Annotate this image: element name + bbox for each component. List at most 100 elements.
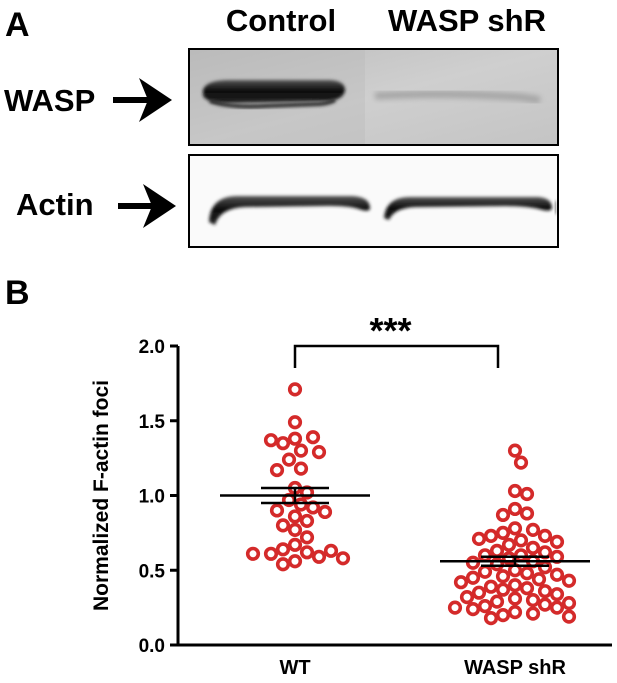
data-point (501, 537, 517, 552)
data-point (495, 569, 511, 584)
data-point (263, 433, 279, 448)
data-point (507, 443, 523, 458)
dot-plot: 0.0 0.5 1.0 1.5 2.0 Normalized F-actin foci WT… (90, 310, 612, 679)
data-point (513, 548, 529, 563)
data-point (507, 591, 523, 606)
data-point (507, 521, 523, 536)
data-point (525, 606, 541, 621)
data-point (447, 600, 463, 615)
blot-label-actin: Actin (16, 187, 94, 222)
data-point (459, 590, 475, 605)
y-tick-label: 0.5 (139, 561, 166, 582)
wasp-band-control (203, 80, 345, 104)
data-point (525, 540, 541, 555)
data-point (513, 533, 529, 548)
data-point (477, 548, 493, 563)
data-point (293, 497, 309, 512)
data-point (311, 445, 327, 460)
lane-label-wasp-shr: WASP shR (388, 3, 546, 38)
data-point (477, 599, 493, 614)
data-point (465, 602, 481, 617)
data-point (525, 593, 541, 608)
data-point (335, 551, 351, 566)
actin-band-shr (384, 197, 552, 220)
data-point (519, 566, 535, 581)
data-point (495, 507, 511, 523)
data-point (293, 461, 309, 476)
data-point (561, 596, 577, 611)
data-point (507, 501, 523, 517)
data-point (245, 546, 261, 561)
data-point (299, 530, 315, 545)
y-axis-label: Normalized F-actin foci (90, 380, 113, 611)
data-point (495, 525, 511, 540)
data-point (323, 543, 339, 558)
data-point (537, 528, 553, 543)
data-point (293, 443, 309, 458)
data-point (549, 567, 565, 582)
data-point (525, 522, 541, 537)
data-point (275, 542, 291, 557)
data-point (465, 570, 481, 585)
x-tick-label: WASP shR (464, 657, 566, 679)
data-point (471, 585, 487, 600)
actin-band-control (209, 196, 370, 225)
data-point (507, 483, 523, 499)
data-point (317, 504, 333, 520)
data-point (519, 486, 535, 502)
data-point (537, 560, 553, 575)
lane-label-control: Control (226, 3, 336, 38)
data-point (537, 597, 553, 612)
data-point (299, 545, 315, 560)
data-point (495, 607, 511, 623)
data-point (471, 531, 487, 546)
data-point (275, 557, 291, 572)
y-tick-label: 1.0 (139, 487, 165, 508)
data-point (465, 555, 481, 570)
wasp-arrow-icon (113, 78, 172, 122)
blot-label-wasp: WASP (4, 83, 95, 118)
panel-b-label: B (5, 274, 30, 312)
data-point (275, 436, 291, 451)
panel-a-label: A (5, 6, 30, 44)
data-point (269, 503, 285, 518)
data-point (287, 522, 303, 537)
data-point (537, 584, 553, 599)
data-point (275, 518, 291, 533)
data-point (287, 382, 303, 397)
wasp-blot (188, 48, 559, 146)
data-point (519, 506, 535, 521)
data-point (549, 600, 565, 615)
data-point (489, 557, 505, 572)
data-point (549, 534, 565, 549)
data-point (287, 554, 303, 569)
data-point (507, 605, 523, 620)
data-point (263, 546, 279, 561)
data-point (453, 575, 469, 590)
data-point (519, 581, 535, 596)
data-point (287, 537, 303, 552)
data-point (483, 610, 499, 626)
data-point (483, 528, 499, 543)
data-point (311, 549, 327, 564)
data-point (305, 430, 321, 445)
x-tick-label: WT (279, 657, 310, 679)
significance-stars: *** (369, 310, 411, 351)
data-point (287, 415, 303, 430)
data-point (561, 573, 577, 588)
y-tick-label: 2.0 (139, 337, 165, 358)
data-point (489, 594, 505, 609)
data-point (507, 578, 523, 593)
data-point (495, 582, 511, 597)
y-tick-label: 1.5 (139, 412, 166, 433)
actin-arrow-icon (118, 184, 176, 228)
data-point (269, 462, 285, 478)
data-point (561, 609, 577, 624)
actin-blot (188, 154, 559, 248)
data-point (287, 431, 303, 446)
data-point (477, 564, 493, 579)
data-point (299, 513, 315, 529)
y-tick-label: 0.0 (139, 636, 165, 657)
data-point (513, 455, 529, 470)
